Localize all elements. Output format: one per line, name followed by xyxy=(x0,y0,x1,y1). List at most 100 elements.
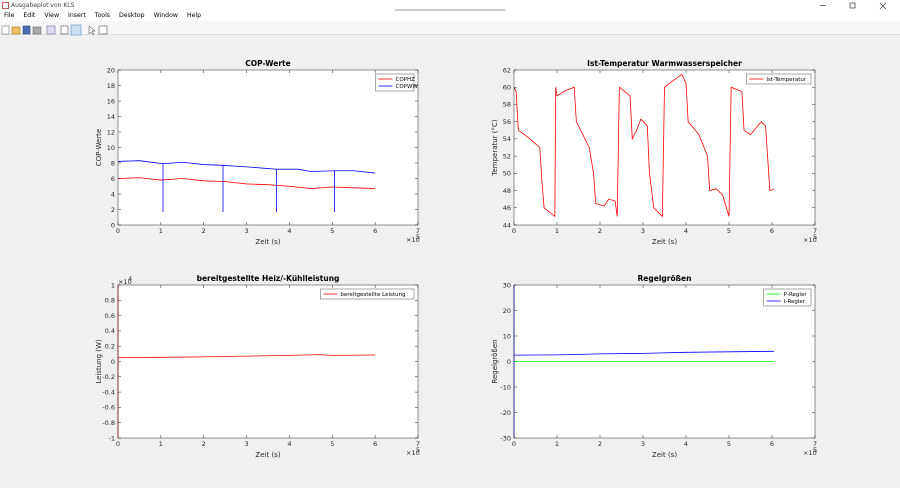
y-tick-label: 6 xyxy=(111,175,115,183)
series-line xyxy=(117,177,376,189)
y-axis-label: Leistung (W) xyxy=(95,339,103,384)
menu-item[interactable]: Window xyxy=(153,12,178,19)
legend-box xyxy=(746,73,812,85)
colorbar-icon[interactable] xyxy=(60,25,69,35)
y-tick-label: 0 xyxy=(111,221,115,229)
y-tick-label: 12 xyxy=(107,128,115,136)
toolbar xyxy=(0,21,900,36)
y-tick-label: -0.6 xyxy=(102,404,115,412)
legend-box xyxy=(320,288,415,300)
menu-item[interactable]: Edit xyxy=(23,12,36,19)
y-tick-label: 46 xyxy=(503,204,511,212)
print-icon[interactable] xyxy=(32,26,42,35)
window-controls[interactable] xyxy=(810,0,900,11)
x-axis-label: Zeit (s) xyxy=(255,451,280,459)
x-tick-label: 6 xyxy=(770,227,774,235)
y-tick-label: 0 xyxy=(507,358,511,366)
x-tick-label: 6 xyxy=(770,440,774,448)
y-tick-label: 48 xyxy=(503,187,511,195)
x-tick-label: 0 xyxy=(512,440,516,448)
x-tick-label: 7 xyxy=(813,227,817,235)
y-tick-label: -0.8 xyxy=(102,419,115,427)
y-tick-label: -0.4 xyxy=(102,388,115,396)
axes: 0 1 2 3 4 5 6 744464850525456586062Ist-Temperat… xyxy=(491,59,817,246)
menu-item[interactable]: View xyxy=(44,12,60,19)
y-exponent: 4 xyxy=(128,275,132,283)
x-axis-label: Zeit (s) xyxy=(652,451,677,459)
chart-title: COP-Werte xyxy=(245,59,290,68)
save-icon[interactable] xyxy=(22,25,31,35)
legend-label: COPHZ xyxy=(396,77,416,83)
y-tick-label: 10 xyxy=(107,144,115,152)
legend-label: COPWW xyxy=(396,84,419,90)
legend-label: I-Regler xyxy=(784,299,806,305)
legend-label: P-Regler xyxy=(784,292,808,298)
axes: 0 1 2 3 4 5 6 7 -1 -0.8 -0.6 -0.4 -0.2 0 0.2 0.4 0.6 0.8 1… xyxy=(95,274,420,459)
x-tick-label: 4 xyxy=(684,440,688,448)
axes-box xyxy=(117,284,419,439)
legend: bereitgestellte Leistung xyxy=(320,288,415,300)
chart-title: bereitgestellte Heiz/-Kühlleistung xyxy=(197,274,340,283)
x-axis-label: Zeit (s) xyxy=(255,238,280,246)
y-tick-label: 18 xyxy=(107,82,115,90)
title-accent xyxy=(395,9,505,11)
y-tick-label: -30 xyxy=(500,434,511,442)
y-tick-label: 20 xyxy=(107,66,115,74)
y-tick-label: 0.2 xyxy=(105,343,115,351)
x-tick-label: 5 xyxy=(727,440,731,448)
menu-item[interactable]: Tools xyxy=(94,12,111,19)
y-tick-label: 1 xyxy=(111,281,115,289)
pointer-icon[interactable] xyxy=(88,25,96,36)
y-tick-label: -1 xyxy=(109,434,115,442)
y-tick-label: -20 xyxy=(500,409,511,417)
x-tick-label: 6 xyxy=(373,227,377,235)
y-axis-label: COP-Werte xyxy=(95,129,103,166)
x-exponent: 5 xyxy=(813,446,817,454)
x-multiplier: ×10 xyxy=(406,236,420,244)
y-tick-label: 62 xyxy=(503,66,511,74)
close[interactable] xyxy=(879,2,887,10)
x-tick-label: 1 xyxy=(555,227,559,235)
x-tick-label: 2 xyxy=(202,440,206,448)
legend-icon[interactable] xyxy=(70,24,82,36)
x-axis-label: Zeit (s) xyxy=(652,238,677,246)
x-tick-label: 0 xyxy=(116,227,120,235)
x-multiplier: ×10 xyxy=(406,449,420,457)
maximize[interactable] xyxy=(849,2,856,9)
x-tick-label: 3 xyxy=(641,227,645,235)
legend-box xyxy=(763,288,812,307)
new-icon[interactable] xyxy=(1,25,10,35)
x-tick-label: 5 xyxy=(330,227,334,235)
x-tick-label: 2 xyxy=(202,227,206,235)
menu-item[interactable]: File xyxy=(4,12,15,19)
y-tick-label: 0.8 xyxy=(105,297,115,305)
y-tick-label: 52 xyxy=(503,152,511,160)
plot-tools-icon[interactable] xyxy=(98,25,108,35)
x-tick-label: 6 xyxy=(373,440,377,448)
axes-box xyxy=(513,69,816,226)
y-tick-label: 44 xyxy=(503,221,511,229)
y-multiplier: ×10 xyxy=(118,278,132,286)
x-tick-label: 7 xyxy=(416,440,420,448)
y-tick-label: 8 xyxy=(111,159,115,167)
y-axis-label: Regelgrößen xyxy=(491,339,499,383)
y-tick-label: 60 xyxy=(503,84,511,92)
menu-item[interactable]: Insert xyxy=(68,12,86,19)
toolbar-icons[interactable] xyxy=(0,23,120,36)
open-icon[interactable] xyxy=(11,26,21,35)
x-multiplier: ×10 xyxy=(803,449,817,457)
y-tick-label: 4 xyxy=(111,190,115,198)
x-tick-label: 1 xyxy=(555,440,559,448)
menu-item[interactable]: Help xyxy=(186,12,202,19)
x-tick-label: 1 xyxy=(159,227,163,235)
x-exponent: 5 xyxy=(416,446,420,454)
menu-item[interactable]: Desktop xyxy=(119,12,145,19)
y-tick-label: 58 xyxy=(503,101,511,109)
menu-bar: File Edit View Insert Tools Desktop Window Help xyxy=(0,11,900,21)
axes-box xyxy=(117,69,419,226)
title-bar: Ausgabeplot von KLS xyxy=(0,0,900,11)
plot-area xyxy=(118,285,418,438)
link-icon[interactable] xyxy=(46,25,56,35)
